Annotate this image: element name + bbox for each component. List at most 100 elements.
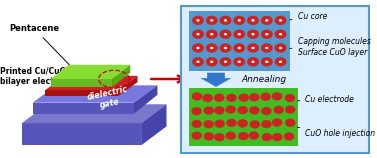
Circle shape (261, 43, 273, 52)
Polygon shape (32, 103, 134, 114)
Circle shape (275, 16, 286, 25)
Circle shape (262, 133, 272, 141)
Circle shape (210, 33, 213, 35)
Circle shape (210, 61, 213, 63)
Circle shape (251, 33, 254, 35)
Circle shape (214, 133, 224, 141)
Text: Printed Cu/CuO
bilayer electrode: Printed Cu/CuO bilayer electrode (0, 66, 74, 91)
Circle shape (247, 57, 259, 66)
Polygon shape (45, 90, 118, 96)
Circle shape (261, 107, 271, 115)
Circle shape (206, 30, 218, 39)
Circle shape (233, 16, 245, 25)
Circle shape (196, 19, 199, 22)
Text: dielectric
gate: dielectric gate (86, 84, 131, 112)
Circle shape (220, 57, 231, 66)
Circle shape (261, 57, 273, 66)
Circle shape (233, 30, 245, 39)
Circle shape (279, 19, 282, 22)
Polygon shape (112, 65, 130, 87)
Circle shape (192, 107, 202, 115)
Circle shape (215, 120, 225, 128)
Circle shape (192, 43, 204, 52)
Circle shape (202, 94, 213, 102)
Circle shape (206, 57, 218, 66)
Circle shape (196, 47, 199, 49)
Circle shape (238, 132, 248, 140)
Polygon shape (51, 79, 112, 87)
Circle shape (265, 33, 268, 35)
Circle shape (238, 47, 241, 49)
Circle shape (279, 33, 282, 35)
Polygon shape (141, 104, 167, 145)
Polygon shape (45, 76, 138, 90)
Circle shape (251, 61, 254, 63)
Circle shape (261, 16, 273, 25)
Polygon shape (118, 76, 138, 96)
Circle shape (239, 94, 249, 102)
Circle shape (224, 33, 227, 35)
Circle shape (284, 132, 294, 140)
Circle shape (233, 43, 245, 52)
Circle shape (251, 47, 254, 49)
Circle shape (247, 16, 259, 25)
Circle shape (265, 19, 268, 22)
Circle shape (204, 120, 214, 128)
Circle shape (272, 92, 282, 100)
Circle shape (224, 61, 227, 63)
Text: Cu core: Cu core (290, 12, 327, 21)
Circle shape (225, 106, 236, 113)
Circle shape (192, 132, 202, 140)
Circle shape (238, 33, 241, 35)
Circle shape (192, 92, 202, 100)
Circle shape (204, 106, 214, 115)
Circle shape (192, 30, 204, 39)
Circle shape (238, 106, 248, 114)
Circle shape (249, 93, 259, 101)
Circle shape (238, 61, 241, 63)
Text: Pentacene: Pentacene (9, 24, 70, 66)
Circle shape (275, 30, 286, 39)
Circle shape (251, 19, 254, 22)
Circle shape (238, 19, 241, 22)
Circle shape (272, 118, 282, 127)
Circle shape (261, 30, 273, 39)
Circle shape (265, 61, 268, 63)
Polygon shape (51, 65, 130, 79)
Circle shape (226, 94, 236, 102)
Polygon shape (22, 104, 167, 123)
Circle shape (265, 47, 268, 49)
Circle shape (274, 106, 284, 114)
Circle shape (279, 61, 282, 63)
Text: Annealing: Annealing (241, 75, 286, 84)
Circle shape (247, 30, 259, 39)
Circle shape (233, 57, 245, 66)
Circle shape (279, 47, 282, 49)
Circle shape (238, 119, 248, 127)
Circle shape (220, 30, 231, 39)
Circle shape (210, 47, 213, 49)
Circle shape (214, 94, 224, 102)
Text: CuO hole injection layer: CuO hole injection layer (297, 127, 377, 138)
Circle shape (220, 16, 231, 25)
Polygon shape (201, 73, 231, 87)
Circle shape (206, 16, 218, 25)
Circle shape (192, 57, 204, 66)
Circle shape (285, 106, 295, 114)
Circle shape (275, 57, 286, 66)
Circle shape (196, 33, 199, 35)
Circle shape (250, 120, 260, 128)
Circle shape (227, 119, 237, 127)
Circle shape (224, 47, 227, 49)
Circle shape (247, 43, 259, 52)
Circle shape (261, 93, 271, 101)
FancyBboxPatch shape (189, 88, 297, 146)
FancyBboxPatch shape (181, 6, 369, 153)
Circle shape (261, 120, 271, 128)
Circle shape (214, 106, 224, 114)
Circle shape (285, 119, 295, 127)
Polygon shape (134, 85, 158, 114)
Circle shape (249, 106, 259, 114)
Circle shape (249, 131, 259, 140)
Circle shape (220, 43, 231, 52)
